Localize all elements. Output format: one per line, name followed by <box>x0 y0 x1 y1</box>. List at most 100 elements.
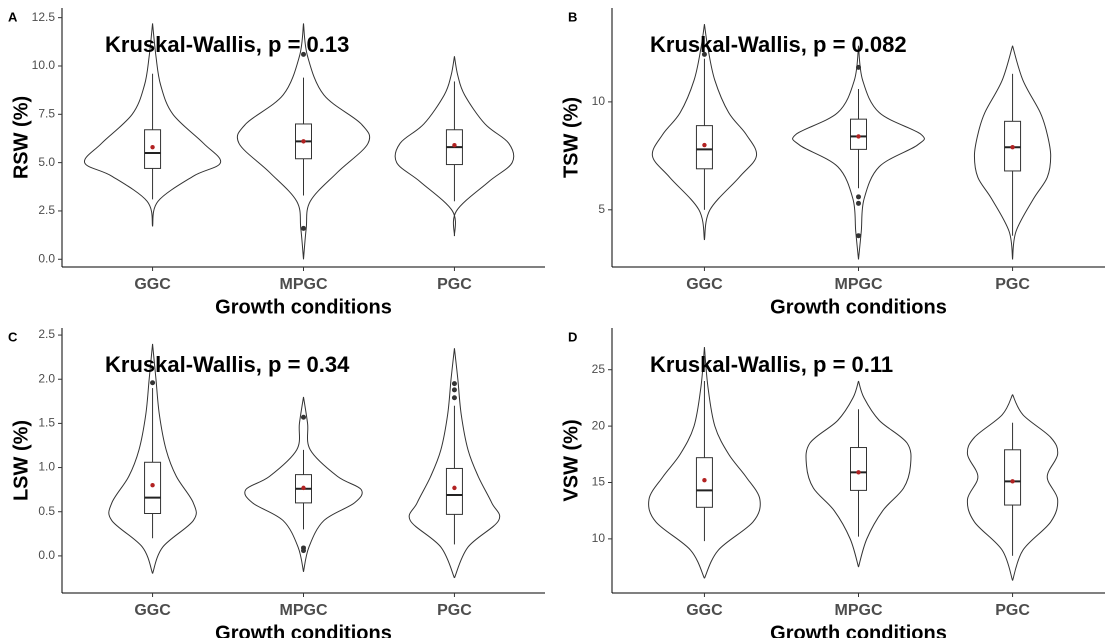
outlier <box>451 381 457 387</box>
annotation: Kruskal-Wallis, p = 0.11 <box>650 352 893 377</box>
x-tick-label: MPGC <box>280 602 328 619</box>
mean-point <box>1010 145 1015 150</box>
y-tick-label: 10 <box>592 531 606 545</box>
mean-point <box>856 134 861 139</box>
x-tick-label: GGC <box>686 276 723 293</box>
panel-label: D <box>568 329 577 344</box>
outlier <box>451 395 457 401</box>
mean-point <box>301 139 306 144</box>
box <box>695 457 713 508</box>
y-tick-label: 2.5 <box>38 327 55 341</box>
violin-outline <box>303 23 371 260</box>
y-tick-label: 0.5 <box>38 504 55 518</box>
y-tick-label: 20 <box>592 418 606 432</box>
x-tick-label: MPGC <box>835 276 883 293</box>
mean-point <box>301 485 306 491</box>
mean-point <box>452 485 457 491</box>
violin-outline <box>973 45 1014 260</box>
y-tick-label: 1.0 <box>38 460 55 474</box>
violin-outline <box>453 348 501 579</box>
outlier <box>301 414 306 420</box>
x-tick-label: PGC <box>437 276 472 293</box>
outlier <box>451 387 457 393</box>
violin-outline <box>792 45 859 260</box>
mean-point <box>452 143 457 148</box>
x-tick-label: GGC <box>134 276 171 293</box>
x-axis-label: Growth conditions <box>215 296 392 318</box>
violin-outline <box>152 23 222 227</box>
violin-outline <box>1012 45 1052 260</box>
y-tick-label: 2.5 <box>38 203 55 217</box>
violin-outline <box>966 394 1014 581</box>
violin-outline <box>648 347 705 579</box>
y-axis-label: VSW (%) <box>560 419 582 501</box>
violin-outline <box>152 343 197 574</box>
y-tick-label: 25 <box>592 362 606 376</box>
mean-point <box>150 144 155 150</box>
x-axis-label: Growth conditions <box>770 622 947 638</box>
y-tick-label: 1.5 <box>38 416 55 430</box>
y-tick-label: 7.5 <box>38 106 55 120</box>
violin-outline <box>452 56 515 237</box>
y-axis-label: RSW (%) <box>10 96 32 179</box>
y-tick-label: 5 <box>598 202 605 216</box>
outlier <box>701 51 707 57</box>
mean-point <box>702 142 707 148</box>
violin-outline <box>84 23 154 227</box>
y-tick-label: 12.5 <box>32 10 56 24</box>
panel-label: A <box>8 9 18 24</box>
y-axis-label: LSW (%) <box>10 420 32 501</box>
y-tick-label: 0.0 <box>38 251 55 265</box>
violin-outline <box>651 24 705 241</box>
y-tick-label: 0.0 <box>38 548 55 562</box>
violin-outline <box>805 380 859 568</box>
y-tick-label: 10.0 <box>32 58 56 72</box>
outlier <box>301 51 306 57</box>
annotation: Kruskal-Wallis, p = 0.13 <box>105 32 349 57</box>
x-tick-label: GGC <box>134 602 171 619</box>
outlier <box>150 380 156 386</box>
mean-point <box>702 478 707 483</box>
x-axis-label: Growth conditions <box>215 622 392 638</box>
y-tick-label: 2.0 <box>38 371 55 385</box>
y-tick-label: 5.0 <box>38 155 55 169</box>
mean-point <box>856 470 861 475</box>
x-tick-label: GGC <box>686 602 723 619</box>
x-tick-label: PGC <box>995 276 1030 293</box>
violin-outline <box>1012 394 1059 581</box>
annotation: Kruskal-Wallis, p = 0.082 <box>650 32 907 57</box>
y-axis-label: TSW (%) <box>560 97 582 178</box>
violin-outline <box>703 347 761 579</box>
outlier <box>856 64 861 70</box>
x-tick-label: MPGC <box>280 276 328 293</box>
violin-outline <box>858 380 912 568</box>
violin-outline <box>408 348 455 579</box>
y-tick-label: 15 <box>592 475 606 489</box>
box <box>144 461 162 514</box>
annotation: Kruskal-Wallis, p = 0.34 <box>105 352 350 377</box>
violin-outline <box>858 45 925 260</box>
violin-outline <box>236 23 304 260</box>
panel-label: B <box>568 9 577 24</box>
x-tick-label: MPGC <box>835 602 883 619</box>
outlier <box>856 200 861 206</box>
violin-outline <box>244 396 304 572</box>
violin-outline <box>394 56 456 237</box>
violin-outline <box>303 396 363 572</box>
x-tick-label: PGC <box>437 602 472 619</box>
panel-label: C <box>8 329 18 344</box>
outlier <box>856 194 861 200</box>
x-tick-label: PGC <box>995 602 1030 619</box>
mean-point <box>1010 479 1015 484</box>
box <box>445 467 463 515</box>
outlier <box>301 225 306 231</box>
outlier <box>856 233 861 239</box>
outlier <box>301 548 306 554</box>
box <box>850 447 867 491</box>
violin-outline <box>108 343 154 574</box>
y-tick-label: 10 <box>592 94 606 108</box>
box <box>1004 449 1022 506</box>
mean-point <box>150 483 155 488</box>
violin-outline <box>703 24 758 241</box>
